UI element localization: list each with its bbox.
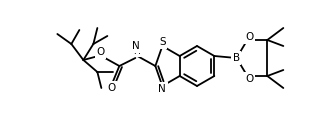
Text: O: O [96,47,105,57]
Text: S: S [159,37,166,47]
Text: B: B [233,53,240,63]
Text: N: N [132,41,140,51]
Text: O: O [245,74,253,84]
Text: N: N [158,84,166,94]
Text: H: H [133,47,140,56]
Text: O: O [245,32,253,42]
Text: O: O [107,83,116,93]
